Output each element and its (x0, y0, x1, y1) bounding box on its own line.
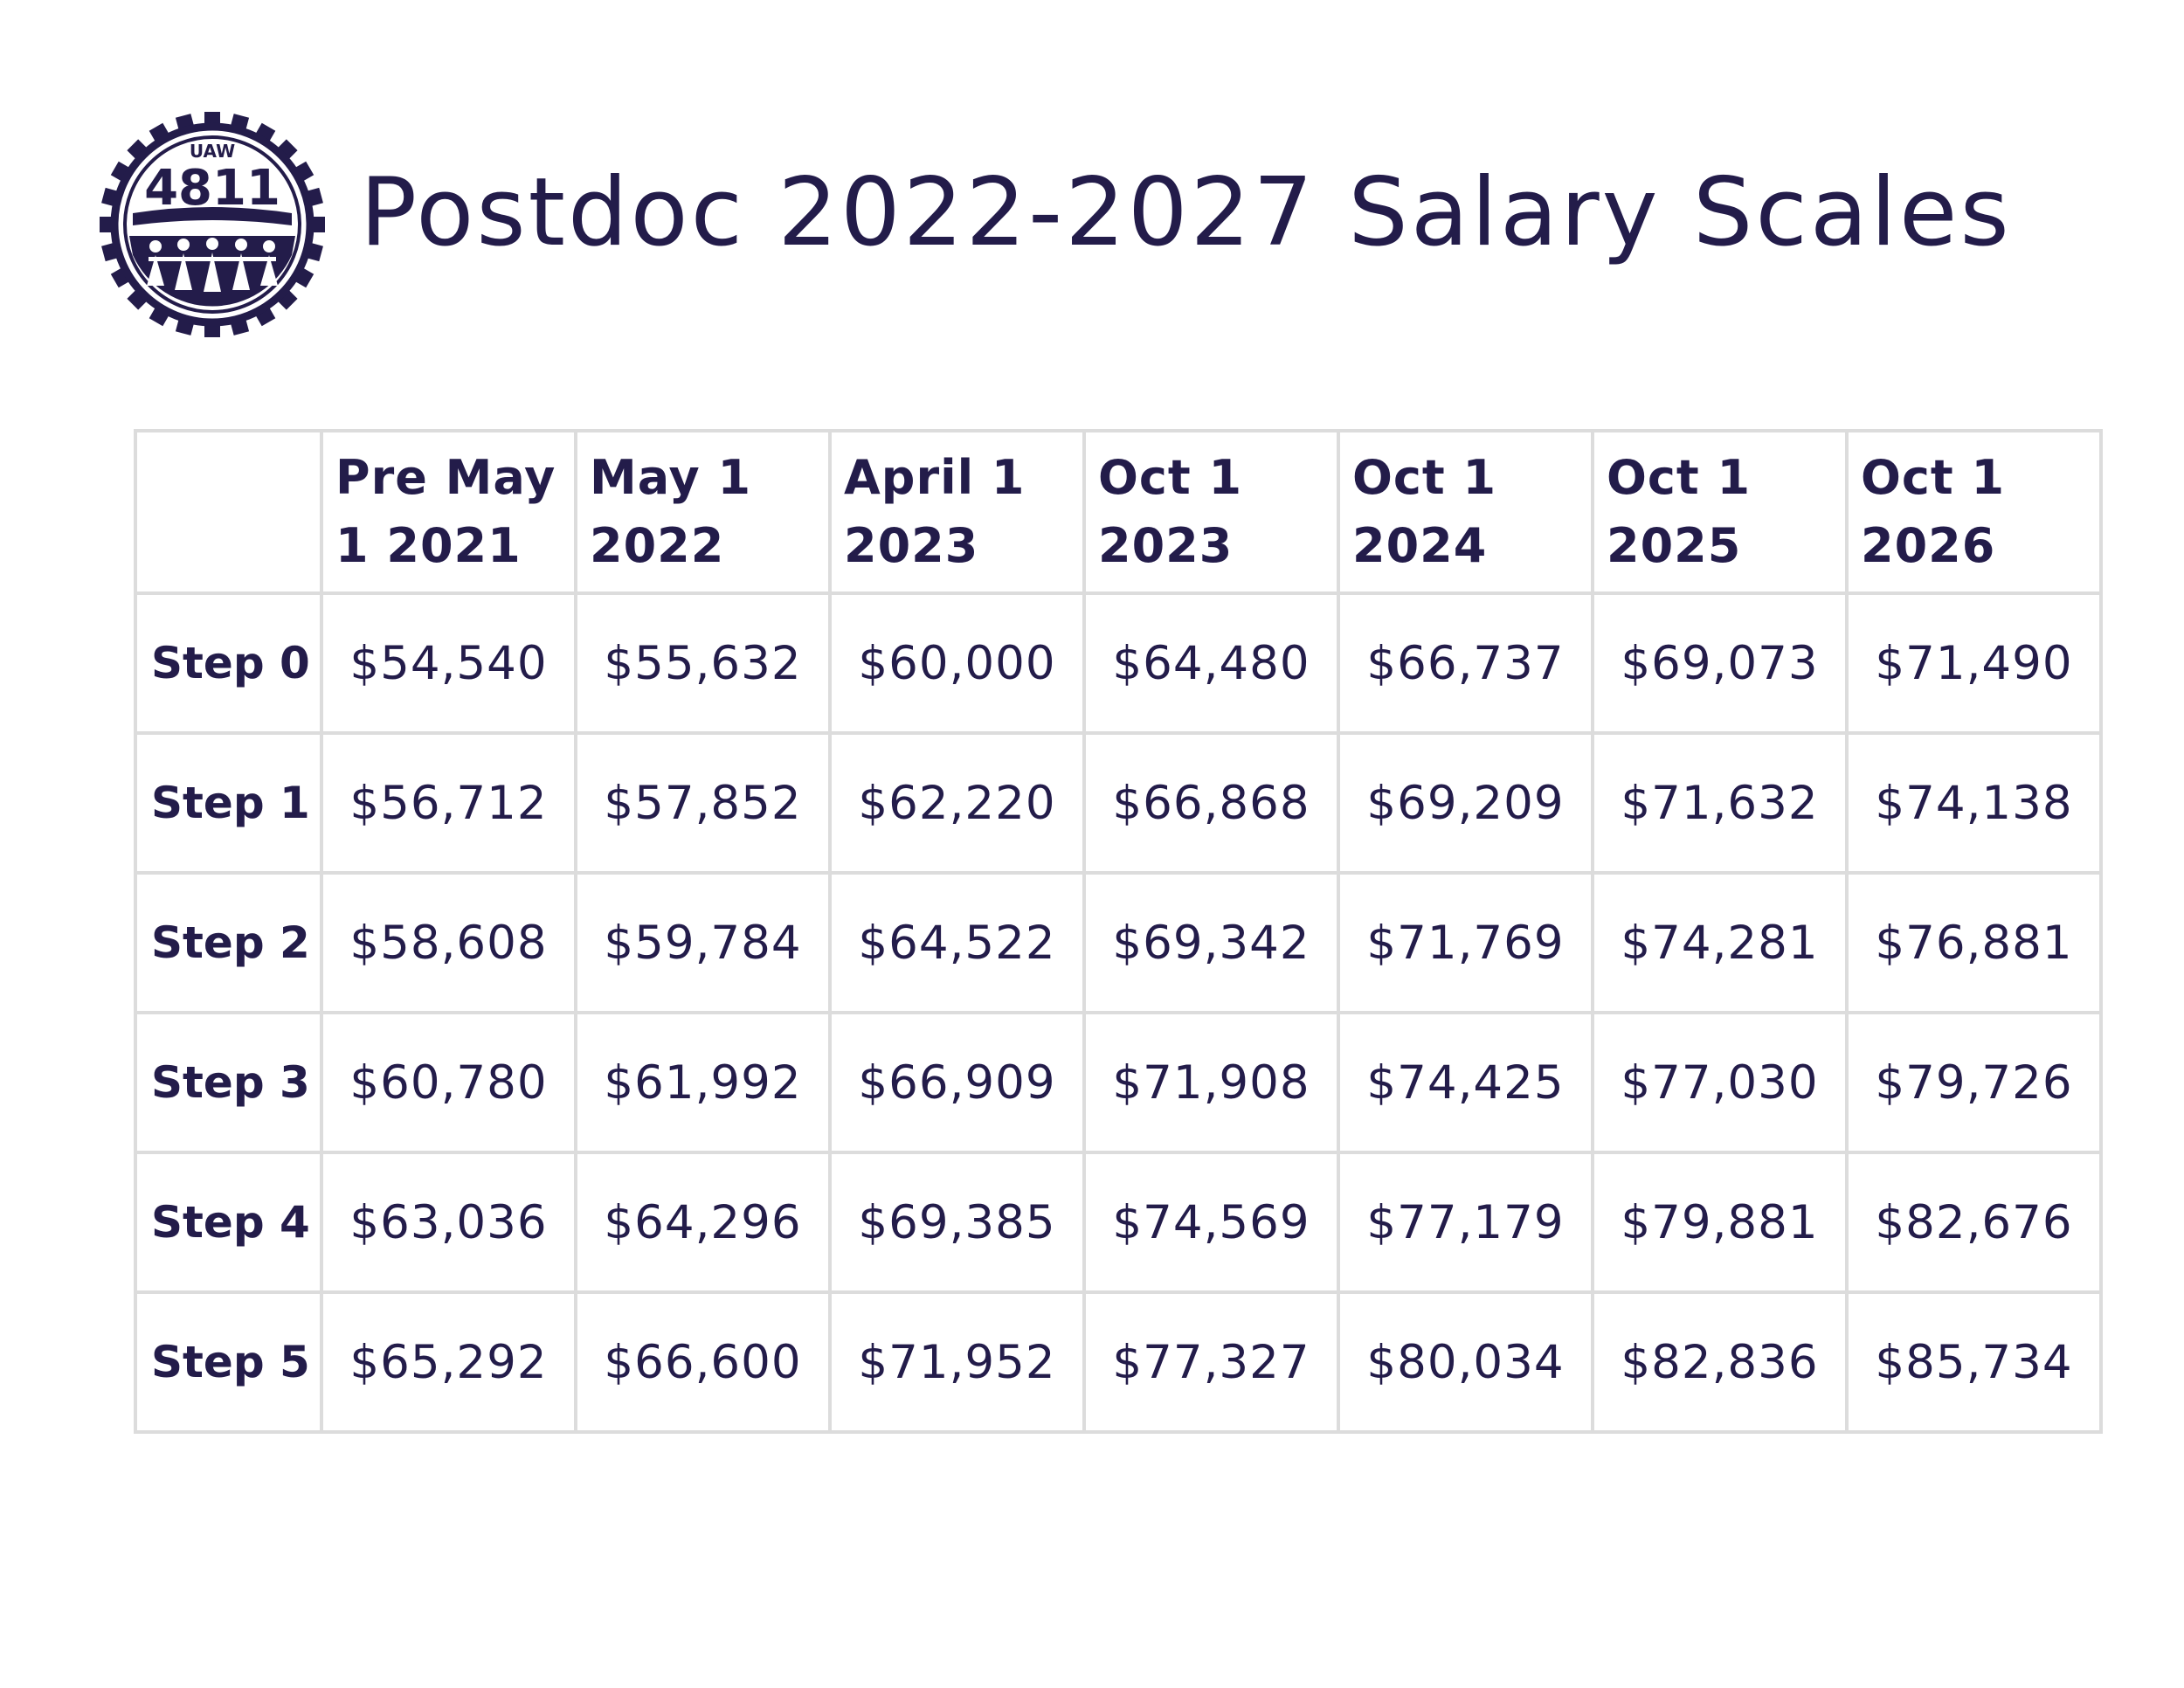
salary-cell: $85,734 (1845, 1290, 2103, 1434)
column-header: Pre May 1 2021 (320, 429, 577, 595)
salary-cell: $58,608 (320, 871, 577, 1014)
row-label: Step 2 (134, 871, 323, 1014)
salary-cell: $54,540 (320, 591, 577, 735)
salary-cell: $69,209 (1337, 731, 1594, 875)
table-row: Step 1 $56,712 $57,852 $62,220 $66,868 $… (134, 731, 2103, 875)
salary-cell: $57,852 (574, 731, 832, 875)
column-header: Oct 1 2025 (1591, 429, 1849, 595)
salary-cell: $63,036 (320, 1151, 577, 1294)
salary-cell: $77,179 (1337, 1151, 1594, 1294)
salary-cell: $79,881 (1591, 1151, 1849, 1294)
logo-uaw-text: UAW (190, 141, 235, 162)
salary-cell: $76,881 (1845, 871, 2103, 1014)
column-header: Oct 1 2023 (1082, 429, 1340, 595)
table-header-row: Pre May 1 2021 May 1 2022 April 1 2023 O… (134, 429, 2103, 595)
salary-cell: $61,992 (574, 1011, 832, 1154)
salary-cell: $71,908 (1082, 1011, 1340, 1154)
salary-cell: $79,726 (1845, 1011, 2103, 1154)
salary-cell: $69,342 (1082, 871, 1340, 1014)
salary-cell: $56,712 (320, 731, 577, 875)
table-row: Step 0 $54,540 $55,632 $60,000 $64,480 $… (134, 591, 2103, 735)
salary-cell: $69,385 (828, 1151, 1086, 1294)
salary-cell: $74,138 (1845, 731, 2103, 875)
salary-cell: $71,632 (1591, 731, 1849, 875)
row-label: Step 1 (134, 731, 323, 875)
salary-cell: $77,030 (1591, 1011, 1849, 1154)
table-row: Step 4 $63,036 $64,296 $69,385 $74,569 $… (134, 1151, 2103, 1294)
row-label: Step 0 (134, 591, 323, 735)
salary-cell: $55,632 (574, 591, 832, 735)
salary-cell: $74,569 (1082, 1151, 1340, 1294)
salary-cell: $62,220 (828, 731, 1086, 875)
table-row: Step 2 $58,608 $59,784 $64,522 $69,342 $… (134, 871, 2103, 1014)
column-header: April 1 2023 (828, 429, 1086, 595)
salary-cell: $64,480 (1082, 591, 1340, 735)
salary-cell: $65,292 (320, 1290, 577, 1434)
salary-cell: $74,281 (1591, 871, 1849, 1014)
salary-cell: $60,000 (828, 591, 1086, 735)
column-header: Oct 1 2024 (1337, 429, 1594, 595)
salary-cell: $64,522 (828, 871, 1086, 1014)
salary-cell: $82,676 (1845, 1151, 2103, 1294)
salary-cell: $66,868 (1082, 731, 1340, 875)
page-title: Postdoc 2022-2027 Salary Scales (360, 158, 2012, 267)
salary-cell: $66,909 (828, 1011, 1086, 1154)
column-header: Oct 1 2026 (1845, 429, 2103, 595)
salary-cell: $71,952 (828, 1290, 1086, 1434)
salary-cell: $60,780 (320, 1011, 577, 1154)
salary-cell: $66,737 (1337, 591, 1594, 735)
salary-cell: $74,425 (1337, 1011, 1594, 1154)
uaw-4811-logo: UAW 4811 (94, 107, 330, 342)
table-corner-cell (134, 429, 323, 595)
salary-cell: $59,784 (574, 871, 832, 1014)
table-row: Step 5 $65,292 $66,600 $71,952 $77,327 $… (134, 1290, 2103, 1434)
table-row: Step 3 $60,780 $61,992 $66,909 $71,908 $… (134, 1011, 2103, 1154)
salary-cell: $69,073 (1591, 591, 1849, 735)
row-label: Step 5 (134, 1290, 323, 1434)
salary-table: Pre May 1 2021 May 1 2022 April 1 2023 O… (134, 429, 2103, 1434)
uaw-4811-logo-icon: UAW 4811 (100, 112, 325, 337)
salary-cell: $71,769 (1337, 871, 1594, 1014)
column-header: May 1 2022 (574, 429, 832, 595)
salary-cell: $66,600 (574, 1290, 832, 1434)
salary-cell: $80,034 (1337, 1290, 1594, 1434)
salary-cell: $77,327 (1082, 1290, 1340, 1434)
salary-cell: $82,836 (1591, 1290, 1849, 1434)
row-label: Step 4 (134, 1151, 323, 1294)
row-label: Step 3 (134, 1011, 323, 1154)
salary-cell: $64,296 (574, 1151, 832, 1294)
salary-cell: $71,490 (1845, 591, 2103, 735)
